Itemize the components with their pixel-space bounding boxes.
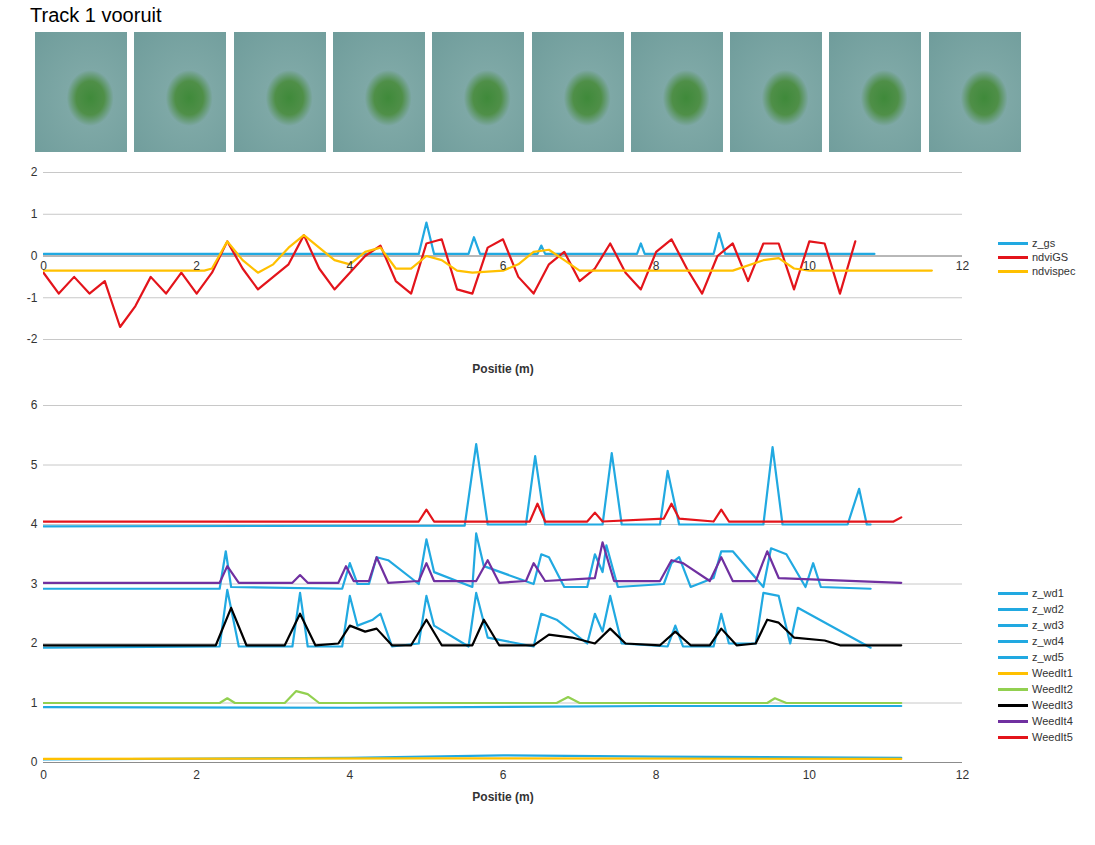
html-text:z_wd2: z_wd2 <box>1032 603 1064 615</box>
html-text:ndviGS: ndviGS <box>1032 251 1069 263</box>
html-text:WeedIt3: WeedIt3 <box>1032 699 1073 711</box>
html-text:WeedIt1: WeedIt1 <box>1032 667 1073 679</box>
html-text:WeedIt4: WeedIt4 <box>1032 715 1073 727</box>
svg-text:Positie (m): Positie (m) <box>472 790 533 804</box>
html-text:z_wd3: z_wd3 <box>1032 619 1064 631</box>
html-text:z_wd4: z_wd4 <box>1032 635 1064 647</box>
svg-text:6: 6 <box>500 768 507 782</box>
html-text:z_wd5: z_wd5 <box>1032 651 1064 663</box>
svg-text:5: 5 <box>31 458 38 472</box>
html-text:WeedIt2: WeedIt2 <box>1032 683 1073 695</box>
svg-text:8: 8 <box>653 768 660 782</box>
svg-text:4: 4 <box>346 768 353 782</box>
svg-text:12: 12 <box>956 259 970 273</box>
svg-text:0: 0 <box>31 755 38 769</box>
svg-text:6: 6 <box>500 259 507 273</box>
html-text:z_wd1: z_wd1 <box>1032 587 1064 599</box>
svg-text:8: 8 <box>653 259 660 273</box>
svg-text:2: 2 <box>193 259 200 273</box>
svg-text:0: 0 <box>31 249 38 263</box>
svg-text:0: 0 <box>40 259 47 273</box>
svg-text:4: 4 <box>346 259 353 273</box>
svg-text:2: 2 <box>193 768 200 782</box>
svg-text:6: 6 <box>31 398 38 412</box>
html-text:ndvispec: ndvispec <box>1032 265 1076 277</box>
svg-text:0: 0 <box>40 768 47 782</box>
svg-text:Positie (m): Positie (m) <box>472 362 533 376</box>
svg-text:4: 4 <box>31 517 38 531</box>
svg-text:1: 1 <box>31 207 38 221</box>
svg-text:3: 3 <box>31 577 38 591</box>
svg-text:10: 10 <box>803 768 817 782</box>
html-text:Track 1 vooruit: Track 1 vooruit <box>30 4 162 26</box>
svg-text:-1: -1 <box>27 291 38 305</box>
svg-text:2: 2 <box>31 636 38 650</box>
svg-text:1: 1 <box>31 696 38 710</box>
svg-text:-2: -2 <box>27 332 38 346</box>
svg-text:12: 12 <box>956 768 970 782</box>
svg-text:10: 10 <box>803 259 817 273</box>
svg-text:2: 2 <box>31 165 38 179</box>
html-text:z_gs: z_gs <box>1032 237 1056 249</box>
html-text:WeedIt5: WeedIt5 <box>1032 731 1073 743</box>
